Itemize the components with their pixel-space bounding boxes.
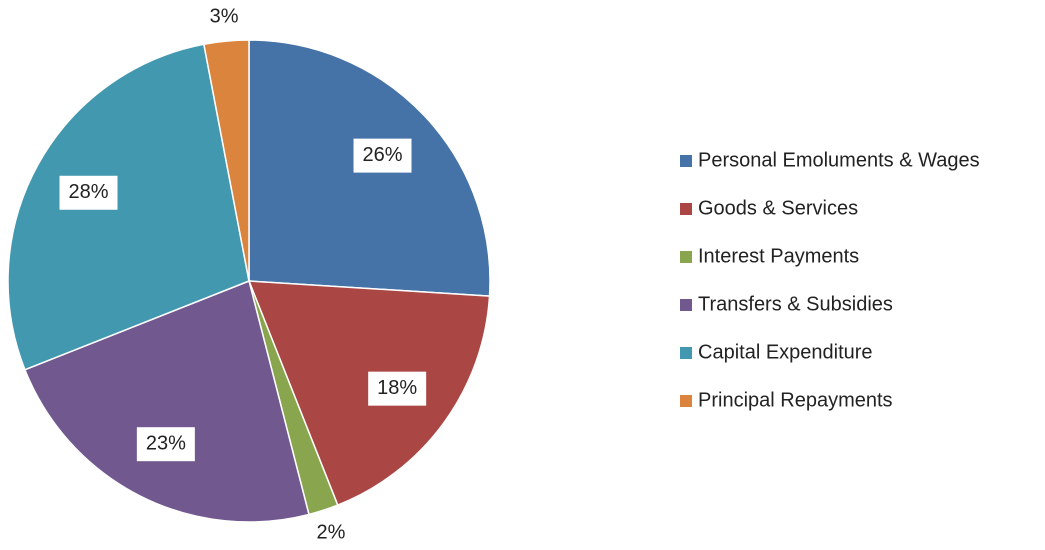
data-label: 3% <box>210 5 239 27</box>
data-label-box <box>136 427 195 462</box>
data-label: 26% <box>363 144 403 166</box>
legend-label: Capital Expenditure <box>698 341 873 363</box>
data-label-box <box>353 138 412 173</box>
legend-label: Personal Emoluments & Wages <box>698 149 980 171</box>
data-label: 18% <box>377 377 417 399</box>
legend-label: Interest Payments <box>698 245 859 267</box>
legend-swatch <box>680 203 692 215</box>
pie-slice <box>23 279 310 523</box>
legend-swatch <box>680 299 692 311</box>
legend-label: Transfers & Subsidies <box>698 293 893 315</box>
legend-label: Principal Repayments <box>698 389 893 411</box>
data-label-box <box>59 175 118 210</box>
pie-slice <box>7 43 250 371</box>
data-label: 28% <box>68 181 108 203</box>
legend-swatch <box>680 347 692 359</box>
legend-swatch <box>680 155 692 167</box>
legend-label: Goods & Services <box>698 197 858 219</box>
legend-swatch <box>680 395 692 407</box>
data-label: 2% <box>316 521 345 543</box>
data-label-box <box>368 371 427 406</box>
pie-slice <box>202 39 250 282</box>
data-label: 23% <box>146 432 186 454</box>
legend-swatch <box>680 251 692 263</box>
